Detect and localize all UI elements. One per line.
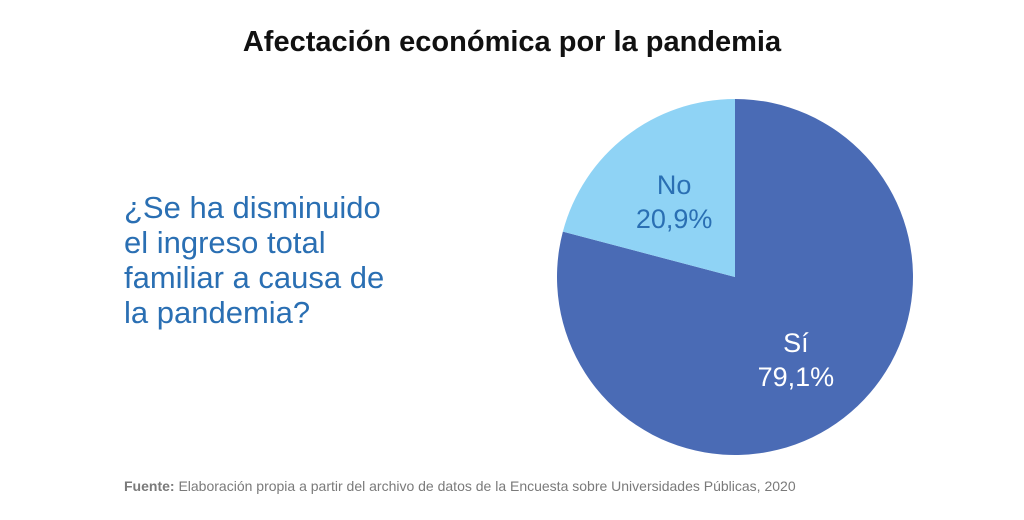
question-line-2: el ingreso total: [124, 225, 326, 260]
question-line-3: familiar a causa de: [124, 260, 385, 295]
source-note: Fuente: Elaboración propia a partir del …: [124, 478, 796, 494]
pie-slice-no: [562, 99, 735, 277]
pie-chart: Sí 79,1% No 20,9%: [557, 99, 914, 455]
question-line-1: ¿Se ha disminuido: [124, 190, 381, 225]
pie-slice-si: [557, 99, 914, 455]
slice-value-label: 20,9%: [636, 204, 713, 234]
slice-name-label: No: [657, 170, 692, 200]
slice-value-label: 79,1%: [758, 362, 835, 392]
chart-title: Afectación económica por la pandemia: [242, 26, 782, 58]
question-line-4: la pandemia?: [124, 295, 311, 330]
question-text: ¿Se ha disminuido el ingreso total famil…: [124, 190, 484, 330]
source-label: Fuente:: [124, 478, 175, 494]
source-text: Elaboración propia a partir del archivo …: [174, 478, 796, 494]
slice-name-label: Sí: [783, 328, 809, 358]
